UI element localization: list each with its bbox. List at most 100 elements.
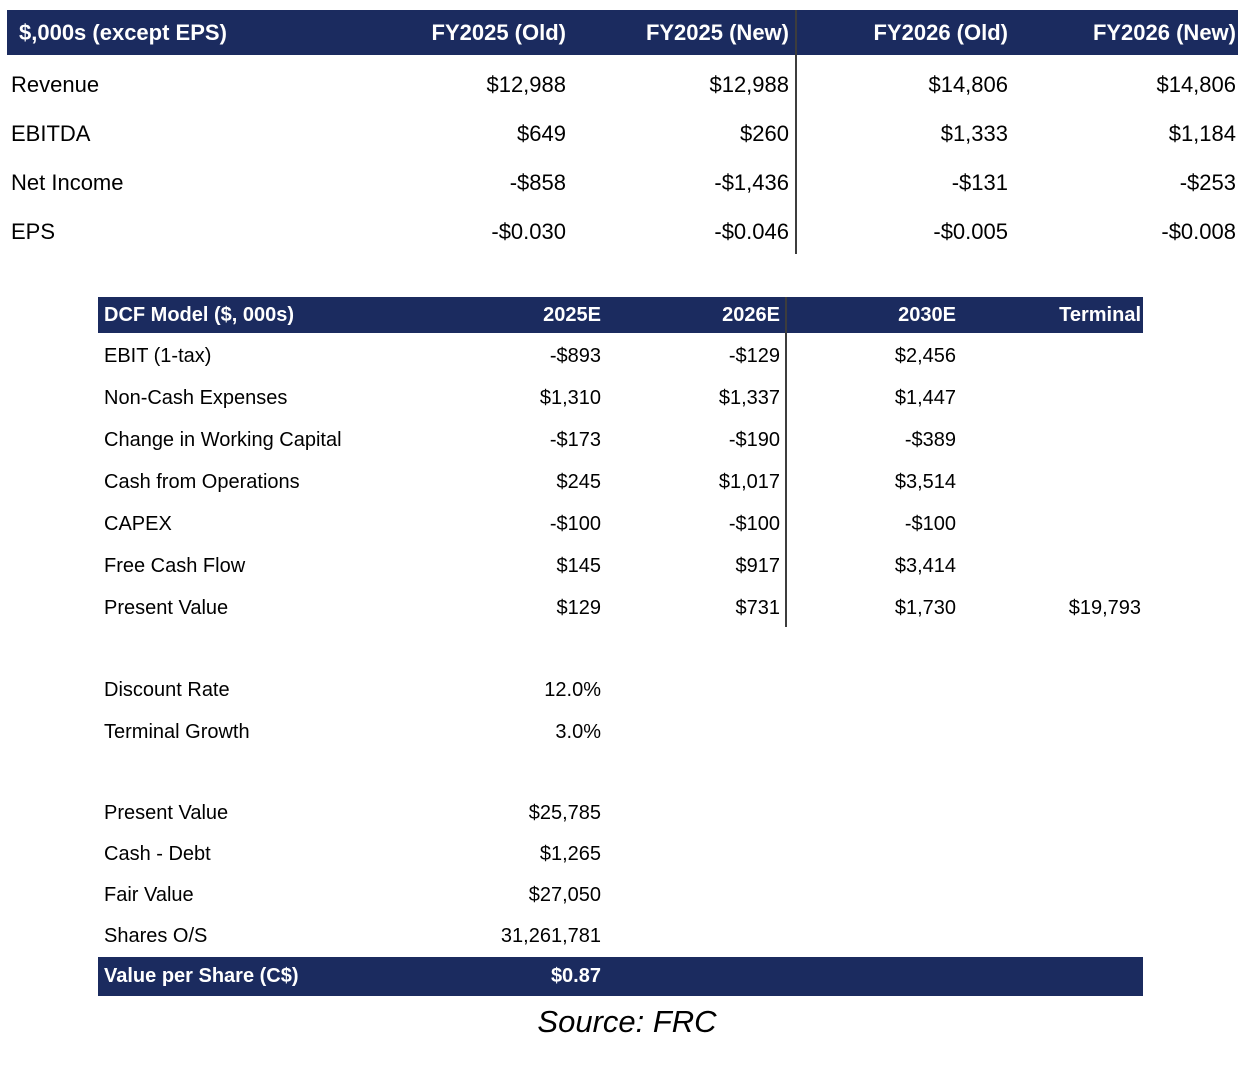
cell-value: $3,414 [894, 554, 956, 577]
dcf-assumption-row: Terminal Growth 3.0% [98, 711, 1143, 753]
row-label: Revenue [11, 71, 100, 97]
value-per-share-value: $0.87 [550, 965, 601, 987]
dcf-valuation-row: Present Value $25,785 [98, 793, 1143, 834]
forecast-header-units-label: $,000s (except EPS) [19, 19, 227, 45]
cell-value: $14,806 [928, 71, 1008, 97]
cell-value: $25,785 [528, 802, 601, 824]
cell-value: $1,184 [1168, 120, 1236, 146]
cell-value: $1,265 [539, 843, 601, 865]
dcf-table-row: EBIT (1-tax) -$893 -$129 $2,456 [98, 335, 1143, 377]
dcf-table-row: Cash from Operations $245 $1,017 $3,514 [98, 461, 1143, 503]
dcf-table-row: Free Cash Flow $145 $917 $3,414 [98, 545, 1143, 587]
dcf-header-terminal: Terminal [1059, 303, 1141, 326]
cell-value: $129 [556, 596, 602, 619]
row-label: Cash - Debt [104, 843, 211, 865]
value-per-share-label: Value per Share (C$) [104, 965, 299, 987]
dcf-assumptions: Discount Rate 12.0% Terminal Growth 3.0% [98, 669, 1143, 753]
dcf-header-2026e: 2026E [722, 303, 780, 326]
cell-value: -$389 [904, 428, 956, 451]
cell-value: 3.0% [555, 720, 601, 743]
dcf-header-2030e: 2030E [898, 303, 956, 326]
cell-value: -$100 [549, 512, 601, 535]
cell-value: $145 [556, 554, 602, 577]
cell-value: -$129 [728, 344, 780, 367]
cell-value: $1,337 [718, 386, 780, 409]
row-label: Non-Cash Expenses [104, 386, 288, 409]
cell-value: -$173 [549, 428, 601, 451]
row-label: EBIT (1-tax) [104, 344, 212, 367]
cell-value: $3,514 [894, 470, 956, 493]
cell-value: -$858 [509, 169, 566, 195]
forecast-table-row: Revenue $12,988 $12,988 $14,806 $14,806 [7, 60, 1238, 109]
row-label: EBITDA [11, 120, 91, 146]
forecast-header-fy2026-new: FY2026 (New) [1092, 19, 1236, 45]
dcf-valuation-row: Shares O/S 31,261,781 [98, 916, 1143, 957]
dcf-table-row: Non-Cash Expenses $1,310 $1,337 $1,447 [98, 377, 1143, 419]
forecast-table: $,000s (except EPS) FY2025 (Old) FY2025 … [7, 10, 1238, 256]
cell-value: $19,793 [1068, 596, 1141, 619]
forecast-header-fy2026-old: FY2026 (Old) [873, 19, 1008, 45]
cell-value: $1,730 [894, 596, 956, 619]
cell-value: $14,806 [1156, 71, 1236, 97]
cell-value: -$0.008 [1161, 218, 1236, 244]
row-label: Discount Rate [104, 678, 230, 701]
cell-value: $649 [517, 120, 566, 146]
cell-value: $12,988 [709, 71, 789, 97]
cell-value: $245 [556, 470, 602, 493]
row-label: Fair Value [104, 884, 194, 906]
dcf-assumption-row: Discount Rate 12.0% [98, 669, 1143, 711]
dcf-table-row: CAPEX -$100 -$100 -$100 [98, 503, 1143, 545]
cell-value: 31,261,781 [500, 925, 601, 947]
cell-value: 12.0% [544, 678, 601, 701]
forecast-table-row: EPS -$0.030 -$0.046 -$0.005 -$0.008 [7, 207, 1238, 256]
cell-value: $260 [740, 120, 789, 146]
forecast-table-row: EBITDA $649 $260 $1,333 $1,184 [7, 109, 1238, 158]
row-label: Terminal Growth [104, 720, 250, 743]
cell-value: -$100 [904, 512, 956, 535]
forecast-header-fy2025-new: FY2025 (New) [645, 19, 789, 45]
cell-value: -$0.005 [933, 218, 1008, 244]
row-label: CAPEX [104, 512, 172, 535]
row-label: Shares O/S [104, 925, 208, 947]
row-label: Net Income [11, 169, 124, 195]
row-label: Present Value [104, 802, 229, 824]
cell-value: $27,050 [528, 884, 601, 906]
cell-value: $1,017 [718, 470, 780, 493]
dcf-table: DCF Model ($, 000s) 2025E 2026E 2030E Te… [98, 297, 1143, 996]
cell-value: -$0.030 [491, 218, 566, 244]
source-caption: Source: FRC [537, 1004, 717, 1039]
dcf-header-title: DCF Model ($, 000s) [104, 303, 295, 326]
cell-value: $12,988 [486, 71, 566, 97]
row-label: Change in Working Capital [104, 428, 342, 451]
cell-value: -$0.046 [714, 218, 789, 244]
forecast-column-divider-line [795, 10, 797, 254]
cell-value: $1,333 [940, 120, 1008, 146]
cell-value: -$893 [549, 344, 601, 367]
forecast-header-fy2025-old: FY2025 (Old) [431, 19, 566, 45]
cell-value: $731 [735, 596, 781, 619]
forecast-table-body: Revenue $12,988 $12,988 $14,806 $14,806 EBITD… [7, 60, 1238, 256]
cell-value: -$190 [728, 428, 780, 451]
dcf-valuation-row: Fair Value $27,050 [98, 875, 1143, 916]
value-per-share-bar: Value per Share (C$) $0.87 [98, 957, 1143, 996]
row-label: Present Value [104, 596, 229, 619]
cell-value: $1,310 [539, 386, 601, 409]
cell-value: $2,456 [894, 344, 956, 367]
cell-value: $1,447 [894, 386, 956, 409]
cell-value: -$1,436 [714, 169, 789, 195]
row-label: Cash from Operations [104, 470, 300, 493]
dcf-valuation: Present Value $25,785 Cash - Debt $1,265 Fai… [98, 793, 1143, 957]
cell-value: -$100 [728, 512, 780, 535]
row-label: Free Cash Flow [104, 554, 246, 577]
dcf-table-row: Change in Working Capital -$173 -$190 -$389 [98, 419, 1143, 461]
dcf-table-row: Present Value $129 $731 $1,730 $19,793 [98, 587, 1143, 629]
forecast-table-header: $,000s (except EPS) FY2025 (Old) FY2025 … [7, 10, 1238, 55]
dcf-valuation-row: Cash - Debt $1,265 [98, 834, 1143, 875]
cell-value: $917 [735, 554, 781, 577]
row-label: EPS [11, 218, 56, 244]
dcf-column-divider-line [785, 297, 787, 627]
dcf-header-2025e: 2025E [543, 303, 601, 326]
cell-value: -$131 [951, 169, 1008, 195]
dcf-table-header: DCF Model ($, 000s) 2025E 2026E 2030E Te… [98, 297, 1143, 333]
dcf-table-body: EBIT (1-tax) -$893 -$129 $2,456 Non-Cash Exp… [98, 335, 1143, 629]
